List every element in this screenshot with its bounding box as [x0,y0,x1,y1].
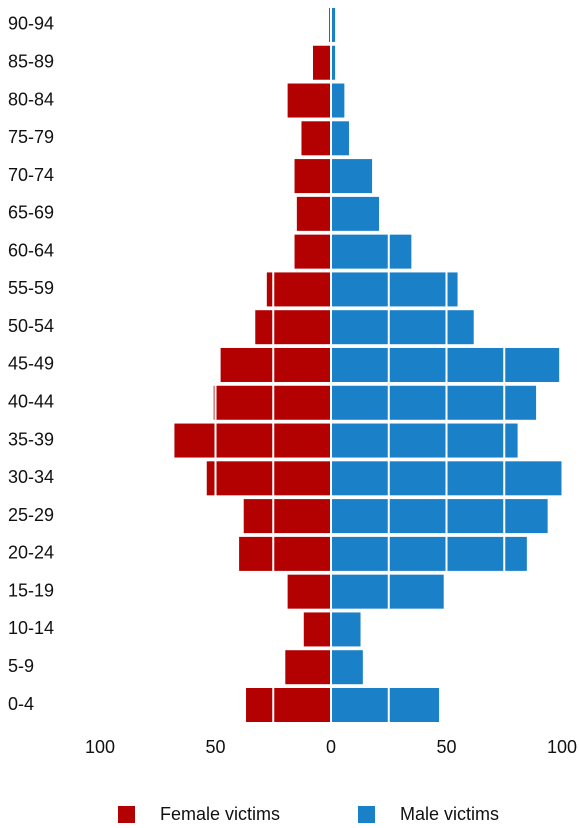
bar [330,158,374,195]
y-tick-label: 10-14 [8,618,54,638]
y-tick-label: 40-44 [8,392,54,412]
bar [330,82,346,119]
bar [219,346,332,383]
bar [330,346,561,383]
bar [330,271,459,308]
bar [238,535,332,572]
bar [300,120,332,157]
bar [265,271,332,308]
y-tick-label: 80-84 [8,89,54,109]
bar [245,687,332,723]
bar [330,309,475,346]
y-tick-label: 75-79 [8,127,54,147]
x-tick-label: 100 [547,737,577,757]
y-tick-label: 25-29 [8,505,54,525]
x-tick-label: 100 [85,737,115,757]
y-tick-label: 45-49 [8,354,54,374]
bar [330,611,362,648]
y-tick-label: 90-94 [8,14,54,34]
y-tick-label: 60-64 [8,240,54,260]
y-tick-label: 70-74 [8,165,54,185]
bar [286,573,332,610]
bar [295,195,332,232]
y-tick-label: 30-34 [8,467,54,487]
y-tick-label: 0-4 [8,694,34,714]
x-tick-label: 50 [436,737,456,757]
bar [293,233,332,270]
y-tick-label: 55-59 [8,278,54,298]
legend-swatch [358,806,375,823]
bar [330,649,364,686]
bar [330,384,538,421]
bar [312,44,332,81]
y-tick-label: 85-89 [8,51,54,71]
bar [330,498,549,535]
bar [254,309,332,346]
bar [330,120,350,157]
bar [173,422,332,459]
x-tick-label: 0 [326,737,336,757]
bar [330,573,445,610]
bar [205,460,332,497]
bar [212,384,332,421]
y-tick-label: 35-39 [8,429,54,449]
y-tick-label: 50-54 [8,316,54,336]
bar [284,649,332,686]
legend-label: Female victims [160,804,280,824]
bar [330,535,528,572]
legend-swatch [118,806,135,823]
legend-label: Male victims [400,804,499,824]
y-tick-label: 15-19 [8,580,54,600]
bar [286,82,332,119]
y-tick-label: 65-69 [8,203,54,223]
bar [330,233,413,270]
bar [293,158,332,195]
bar [242,498,332,535]
y-tick-label: 5-9 [8,656,34,676]
y-tick-label: 20-24 [8,543,54,563]
bar [302,611,332,648]
bar [330,687,441,723]
x-tick-label: 50 [205,737,225,757]
bar [330,422,519,459]
bar [330,195,381,232]
